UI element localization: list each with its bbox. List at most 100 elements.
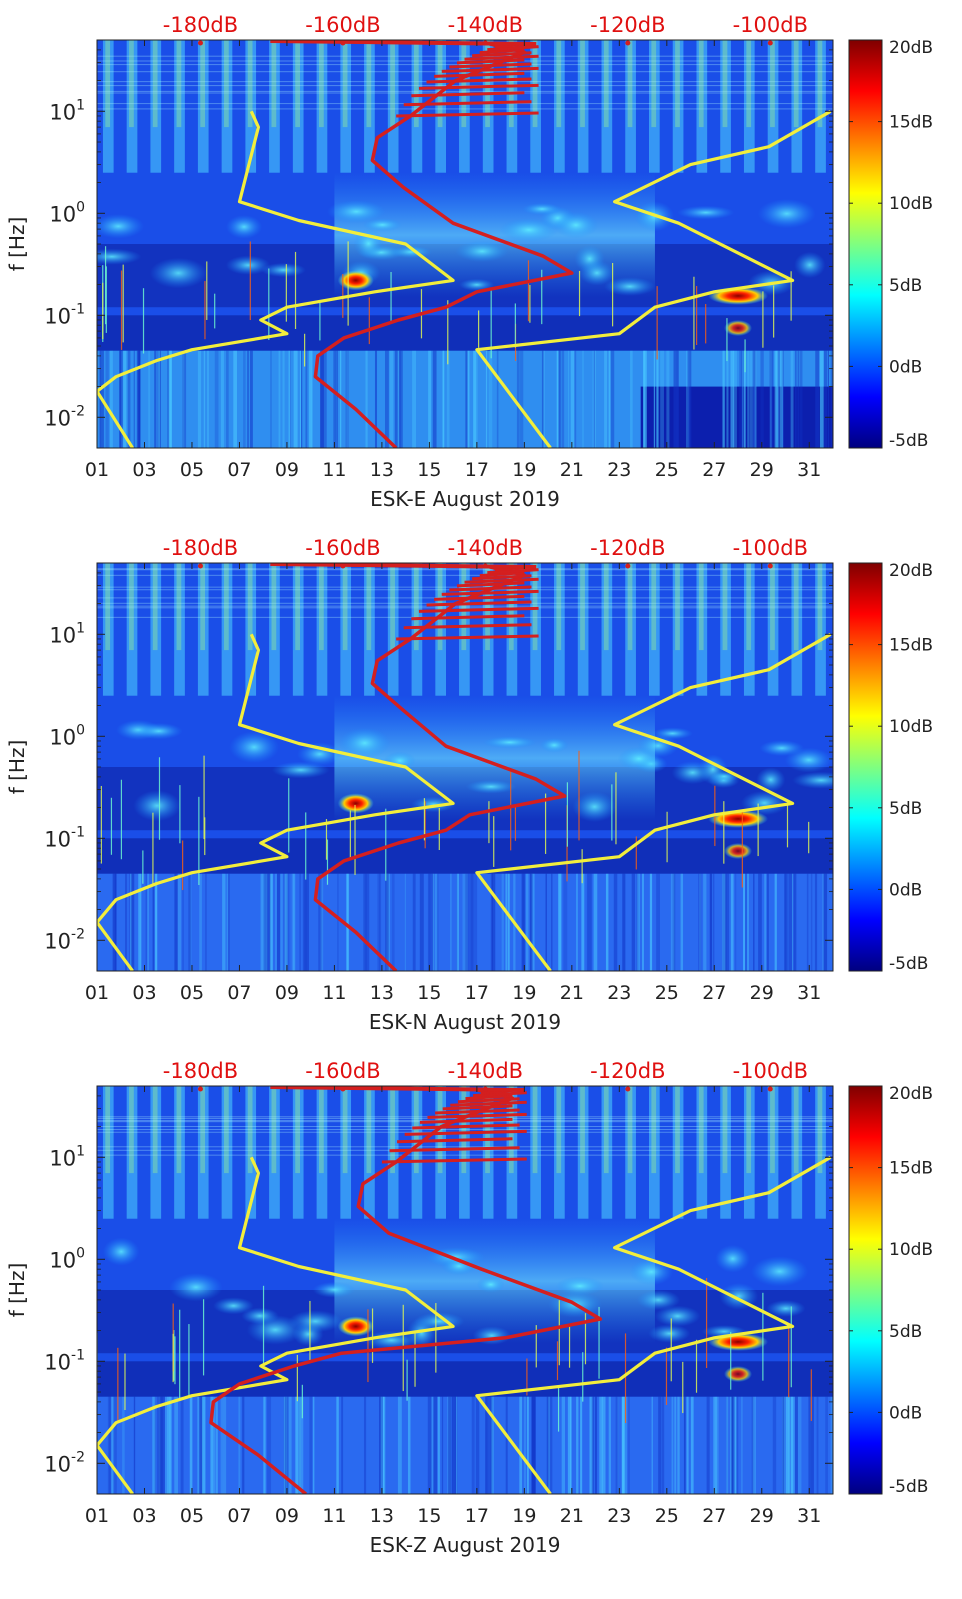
- daily-noise-column: [221, 40, 233, 173]
- x-tick-label: 27: [702, 459, 726, 481]
- daily-noise-column: [387, 1086, 399, 1219]
- energy-blob: [648, 1324, 691, 1343]
- low-band-stripe: [182, 873, 184, 971]
- low-band-stripe: [448, 1396, 452, 1494]
- daily-noise-core: [746, 40, 752, 128]
- low-band-stripe: [377, 873, 381, 971]
- y-tick-label: 10-2: [44, 403, 85, 430]
- top-db-label: -140dB: [448, 536, 523, 560]
- low-band-stripe: [473, 873, 478, 971]
- low-band-stripe: [264, 873, 268, 971]
- low-band-stripe: [769, 350, 772, 448]
- low-band-stripe: [394, 350, 399, 448]
- daily-noise-column: [672, 1086, 684, 1219]
- psd-ripple: [449, 585, 532, 592]
- daily-noise-column: [649, 40, 660, 173]
- low-band-stripe: [823, 873, 828, 971]
- daily-noise-column: [767, 563, 779, 696]
- x-tick-label: 23: [607, 1505, 631, 1527]
- low-band-stripe: [753, 350, 757, 448]
- low-band-stripe: [262, 1396, 265, 1494]
- low-band-stripe: [158, 1396, 162, 1494]
- low-band-stripe: [505, 1396, 508, 1494]
- daily-noise-core: [318, 40, 324, 128]
- low-band-stripe: [288, 1396, 292, 1494]
- low-band-stripe: [687, 350, 692, 448]
- low-band-stripe: [605, 873, 609, 971]
- daily-noise-column: [150, 1086, 162, 1219]
- low-band-stripe: [567, 350, 569, 448]
- low-band-stripe: [488, 350, 493, 448]
- x-tick-label: 03: [132, 1505, 156, 1527]
- low-band-stripe: [433, 1396, 438, 1494]
- low-band-stripe: [282, 350, 285, 448]
- y-tick-label: 101: [49, 1143, 85, 1170]
- low-band-stripe: [753, 873, 755, 971]
- harmonic-line: [97, 64, 833, 66]
- y-tick-label: 10-1: [44, 1347, 85, 1374]
- daily-noise-core: [817, 1086, 823, 1174]
- energy-blob: [149, 257, 208, 289]
- daily-noise-column: [554, 563, 565, 696]
- low-band-stripe: [284, 873, 287, 971]
- low-band-stripe: [267, 1396, 272, 1494]
- low-band-stripe: [182, 350, 185, 448]
- low-band-stripe: [698, 873, 702, 971]
- low-band-stripe: [830, 1396, 833, 1494]
- energy-blob: [715, 1244, 751, 1273]
- low-band-stripe: [715, 1396, 719, 1494]
- x-tick-label: 11: [322, 982, 346, 1004]
- x-tick-label: 27: [702, 1505, 726, 1527]
- daily-noise-core: [461, 1086, 467, 1174]
- daily-noise-column: [435, 563, 447, 696]
- top-db-label: -120dB: [590, 1059, 665, 1083]
- low-band-stripe: [825, 1396, 828, 1494]
- low-band-stripe: [201, 1396, 206, 1494]
- dark-band: [97, 315, 833, 351]
- top-db-marker: [340, 40, 346, 46]
- colorbar-tick-label: 20dB: [889, 561, 933, 581]
- top-db-marker: [340, 1086, 346, 1092]
- x-tick-label: 05: [180, 459, 204, 481]
- low-band-stripe: [725, 873, 729, 971]
- low-band-stripe: [125, 873, 128, 971]
- low-band-stripe: [197, 350, 202, 448]
- energy-blob: [677, 205, 735, 220]
- energy-blob: [636, 1289, 681, 1311]
- daily-noise-column: [530, 563, 541, 696]
- low-band-stripe: [169, 1396, 172, 1494]
- dark-band: [97, 838, 833, 874]
- low-band-stripe: [207, 350, 209, 448]
- psd-ripple: [427, 1112, 527, 1119]
- low-band-stripe: [739, 350, 742, 448]
- psd-ripple: [465, 1094, 513, 1101]
- low-band-stripe: [830, 350, 833, 448]
- daily-noise-column: [245, 1086, 257, 1219]
- low-band-stripe: [743, 873, 746, 971]
- low-band-stripe: [128, 873, 132, 971]
- low-band-stripe: [785, 1396, 790, 1494]
- low-band-stripe: [169, 1396, 171, 1494]
- psd-ripple: [472, 51, 532, 58]
- low-band-stripe: [710, 873, 712, 971]
- low-band-stripe: [788, 1396, 792, 1494]
- psd-ripple: [434, 594, 525, 601]
- spectrogram-area: [97, 40, 833, 448]
- low-band-stripe: [285, 873, 290, 971]
- low-band-stripe: [429, 873, 434, 971]
- low-band-stripe: [204, 873, 207, 971]
- low-band-stripe: [703, 873, 707, 971]
- noise-model-right: [475, 632, 832, 971]
- low-band-stripe: [153, 1396, 156, 1494]
- low-band-stripe: [677, 1396, 680, 1494]
- psd-ripple: [456, 581, 525, 588]
- low-band-stripe: [464, 873, 469, 971]
- low-band-stripe: [747, 350, 750, 448]
- psd-ripple: [381, 1157, 527, 1164]
- x-tick-label: 31: [797, 459, 821, 481]
- x-tick-label: 01: [85, 459, 109, 481]
- psd-top-line: [270, 40, 537, 46]
- energy-blob: [169, 1273, 223, 1302]
- daily-noise-core: [224, 563, 229, 651]
- low-band-stripe: [658, 1396, 662, 1494]
